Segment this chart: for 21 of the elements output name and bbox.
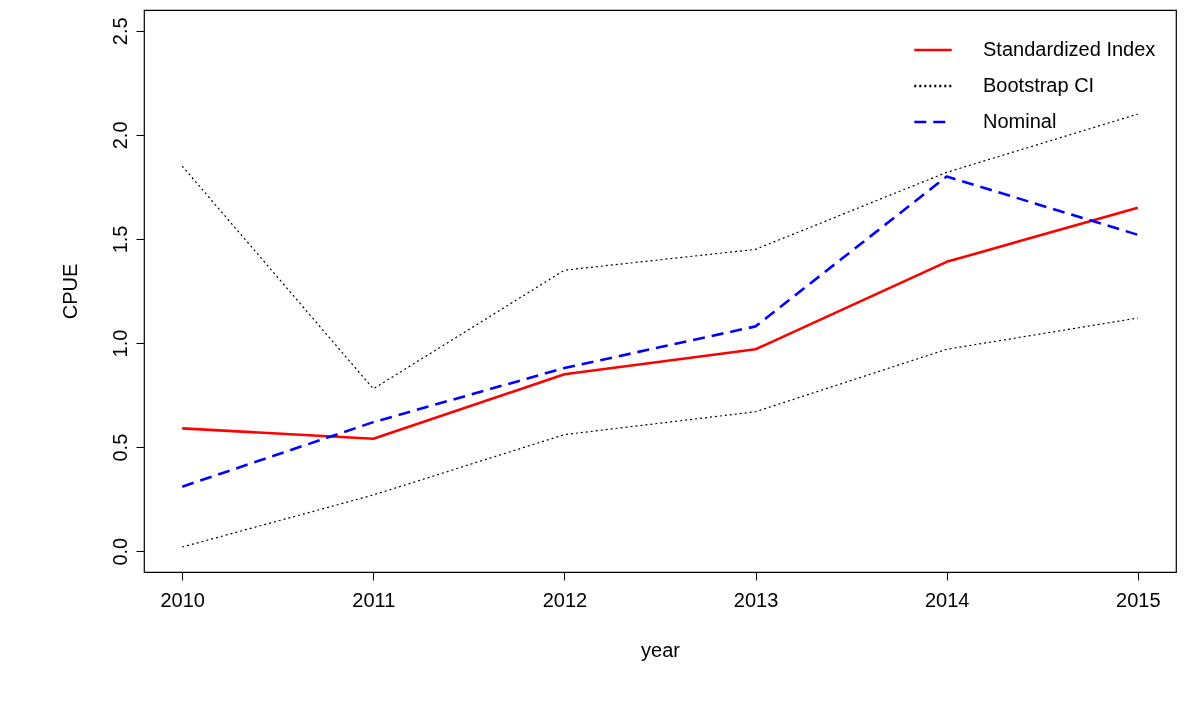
y-tick-label: 2.5 [108, 17, 131, 46]
x-axis-title: year [641, 638, 681, 661]
x-tick-label: 2010 [160, 588, 205, 611]
y-tick-label: 2.0 [108, 121, 131, 150]
legend-label: Nominal [983, 110, 1057, 132]
line-series [180, 175, 1140, 488]
x-tick-label: 2013 [733, 588, 779, 611]
y-tick-label: 0.5 [108, 433, 131, 462]
x-tick-label: 2014 [924, 588, 970, 611]
line-series [181, 113, 1139, 390]
y-tick-label: 1.5 [108, 225, 131, 254]
line-series [180, 206, 1140, 441]
x-tick-label: 2012 [542, 588, 588, 611]
y-tick-label: 0.0 [108, 537, 131, 566]
legend-label: Bootstrap CI [983, 74, 1095, 96]
x-tick-label: 2015 [1116, 588, 1161, 611]
y-tick-label: 1.0 [108, 329, 131, 358]
x-tick-label: 2011 [352, 588, 396, 611]
line-series [181, 317, 1139, 548]
legend-label: Standardized Index [983, 38, 1156, 60]
y-axis-title: CPUE [58, 263, 81, 320]
